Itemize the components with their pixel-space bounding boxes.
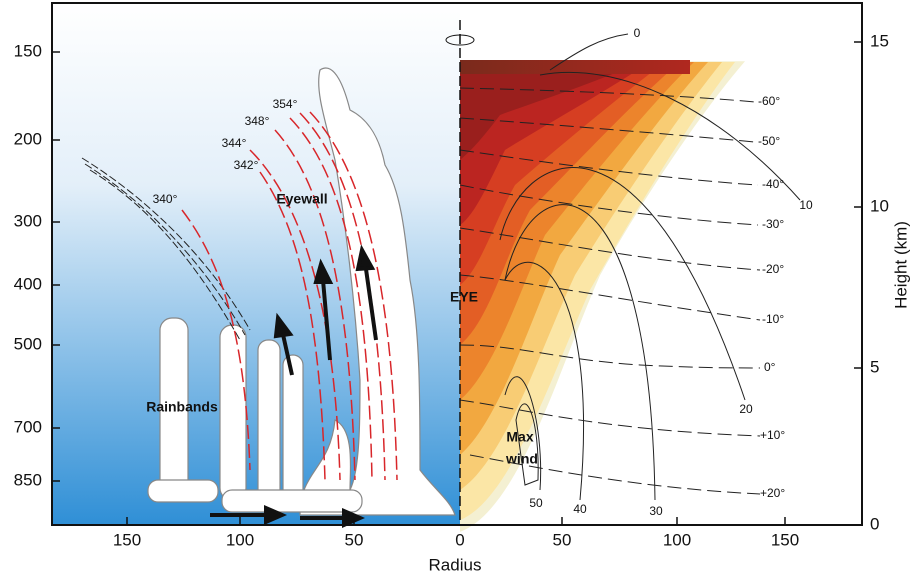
isotherms xyxy=(459,87,761,495)
height-tick: 15 xyxy=(870,31,889,50)
height-axis-label: Height (km) xyxy=(891,221,910,309)
outflow-lines xyxy=(81,157,251,341)
pressure-tick: 300 xyxy=(14,211,42,230)
height-tick: 0 xyxy=(870,514,879,533)
temperature-label: -20° xyxy=(762,262,784,276)
eye-label: EYE xyxy=(450,289,478,305)
frame xyxy=(51,2,863,526)
height-tick: 10 xyxy=(870,196,889,215)
updraft-arrows xyxy=(210,244,378,529)
height-tick: 5 xyxy=(870,357,879,376)
temperature-label: +10° xyxy=(760,428,785,442)
radius-tick: 100 xyxy=(226,530,254,549)
wind-label: 40 xyxy=(573,502,587,516)
clouds xyxy=(147,67,456,516)
temperature-label: -30° xyxy=(762,217,784,231)
theta-label: 354° xyxy=(273,97,298,111)
max-wind-label: wind xyxy=(505,451,538,467)
radius-tick: 100 xyxy=(663,530,691,549)
wind-label: 10 xyxy=(799,198,813,212)
wind-label: 20 xyxy=(739,402,753,416)
temperature-label: -50° xyxy=(758,134,780,148)
temperature-label: 0° xyxy=(764,360,776,374)
theta-label: 344° xyxy=(222,136,247,150)
wind-label: 30 xyxy=(649,504,663,518)
tick-marks xyxy=(52,41,862,525)
radius-tick: 50 xyxy=(553,530,572,549)
theta-label: 342° xyxy=(234,158,259,172)
pressure-tick: 850 xyxy=(14,470,42,489)
wind-label: 0 xyxy=(634,26,641,40)
max-wind-label: Max xyxy=(506,429,533,445)
theta-label: 340° xyxy=(153,192,178,206)
theta-lines xyxy=(181,111,398,481)
pressure-tick: 500 xyxy=(14,334,42,353)
temperature-label: +20° xyxy=(760,486,785,500)
temperature-label: -10° xyxy=(762,312,784,326)
rotation-symbol xyxy=(445,34,475,46)
rainbands-label: Rainbands xyxy=(146,399,218,415)
eyewall-label: Eyewall xyxy=(276,191,327,207)
radius-tick: 0 xyxy=(455,530,464,549)
radius-tick: 150 xyxy=(113,530,141,549)
temperature-label: -40° xyxy=(762,177,784,191)
wind-contours xyxy=(499,33,801,501)
radius-tick: 50 xyxy=(345,530,364,549)
pressure-tick: 700 xyxy=(14,417,42,436)
pressure-tick: 150 xyxy=(14,41,42,60)
max-wind-region xyxy=(515,403,539,486)
theta-label: 348° xyxy=(245,114,270,128)
temperature-label: -60° xyxy=(758,94,780,108)
pressure-tick: 200 xyxy=(14,129,42,148)
pressure-tick: 400 xyxy=(14,274,42,293)
radius-axis-label: Radius xyxy=(429,555,482,574)
wind-label: 50 xyxy=(529,496,543,510)
radius-tick: 150 xyxy=(771,530,799,549)
